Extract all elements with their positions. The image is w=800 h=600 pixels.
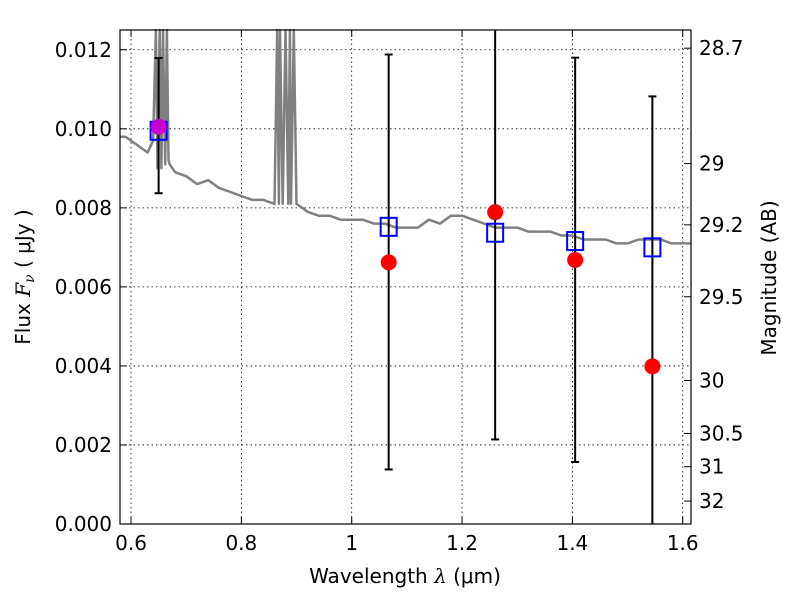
x-tick-label: 1.2 — [446, 531, 478, 555]
y-tick-label: 0.010 — [55, 117, 112, 141]
x-tick-label: 1.4 — [556, 531, 588, 555]
y2-tick-label: 30 — [699, 369, 724, 393]
grid — [120, 30, 691, 525]
model-square-point — [566, 231, 585, 252]
y2-tick-label: 32 — [699, 489, 724, 513]
y-tick-label: 0.000 — [55, 512, 112, 536]
y2-tick-label: 31 — [699, 455, 724, 479]
x-tick-label: 1.6 — [667, 531, 699, 555]
spectrum-layer — [120, 28, 691, 245]
observed-flux-point — [380, 254, 397, 271]
y2-tick-label: 29.2 — [699, 213, 744, 237]
y-tick-label: 0.006 — [55, 275, 112, 299]
y2-tick-label: 30.5 — [699, 421, 744, 445]
marker-layer — [149, 118, 662, 375]
y-axis-label: Flux Fν ( μJy ) — [11, 209, 38, 344]
axis-ticks: 0.6 0.8 1 1.2 1.4 1.6 0.000 0.002 0.004 0.006 0.00… — [55, 30, 744, 555]
y-tick-label: 0.008 — [55, 196, 112, 220]
y2-axis-label: Magnitude (AB) — [757, 200, 781, 355]
y2-tick-label: 28.7 — [699, 36, 744, 60]
observed-flux-point — [567, 252, 584, 269]
errorbar-layer — [154, 30, 657, 524]
spectrum-line — [120, 28, 691, 245]
x-tick-label: 0.8 — [225, 531, 257, 555]
y-tick-label: 0.002 — [55, 433, 112, 457]
x-tick-label: 1 — [345, 531, 358, 555]
x-tick-label: 0.6 — [115, 531, 147, 555]
model-square-point — [486, 222, 505, 243]
y2-tick-label: 29.5 — [699, 285, 744, 309]
y-tick-label: 0.012 — [55, 38, 112, 62]
observed-flux-point — [150, 118, 167, 135]
x-axis-label: Wavelength λ (μm) — [309, 564, 501, 588]
observed-flux-point — [644, 358, 661, 375]
model-square-point — [379, 216, 398, 237]
plot-frame — [119, 29, 692, 525]
y-tick-label: 0.004 — [55, 354, 112, 378]
observed-flux-point — [487, 204, 504, 221]
model-square-point — [643, 237, 662, 258]
y2-tick-label: 29 — [699, 152, 724, 176]
